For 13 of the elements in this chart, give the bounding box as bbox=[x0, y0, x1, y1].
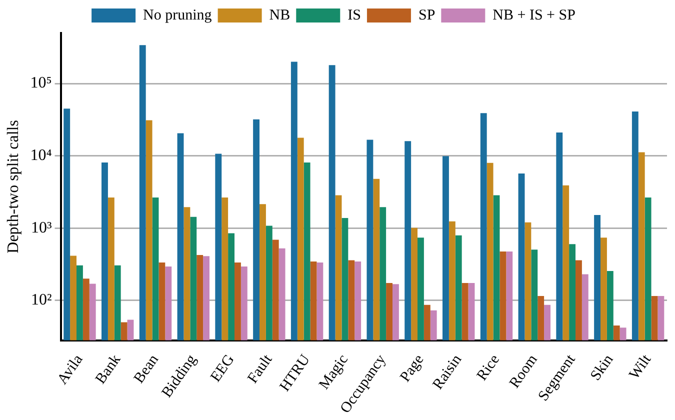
legend-label: No pruning bbox=[143, 7, 212, 24]
x-tick-label: Wilt bbox=[626, 351, 656, 382]
x-tick-label: Skin bbox=[588, 352, 617, 384]
legend-label: NB + IS + SP bbox=[492, 7, 576, 24]
legend-label: IS bbox=[348, 7, 361, 24]
y-axis-title: Depth-two split calls bbox=[4, 120, 22, 254]
y-tick-label: 10⁴ bbox=[30, 147, 52, 164]
legend-label: SP bbox=[418, 7, 436, 24]
y-tick-label: 10³ bbox=[30, 219, 52, 236]
y-tick-label: 10² bbox=[30, 292, 52, 309]
legend-label: NB bbox=[269, 7, 290, 24]
y-tick-label: 10⁵ bbox=[30, 74, 52, 92]
x-tick-label: Rice bbox=[474, 352, 504, 384]
